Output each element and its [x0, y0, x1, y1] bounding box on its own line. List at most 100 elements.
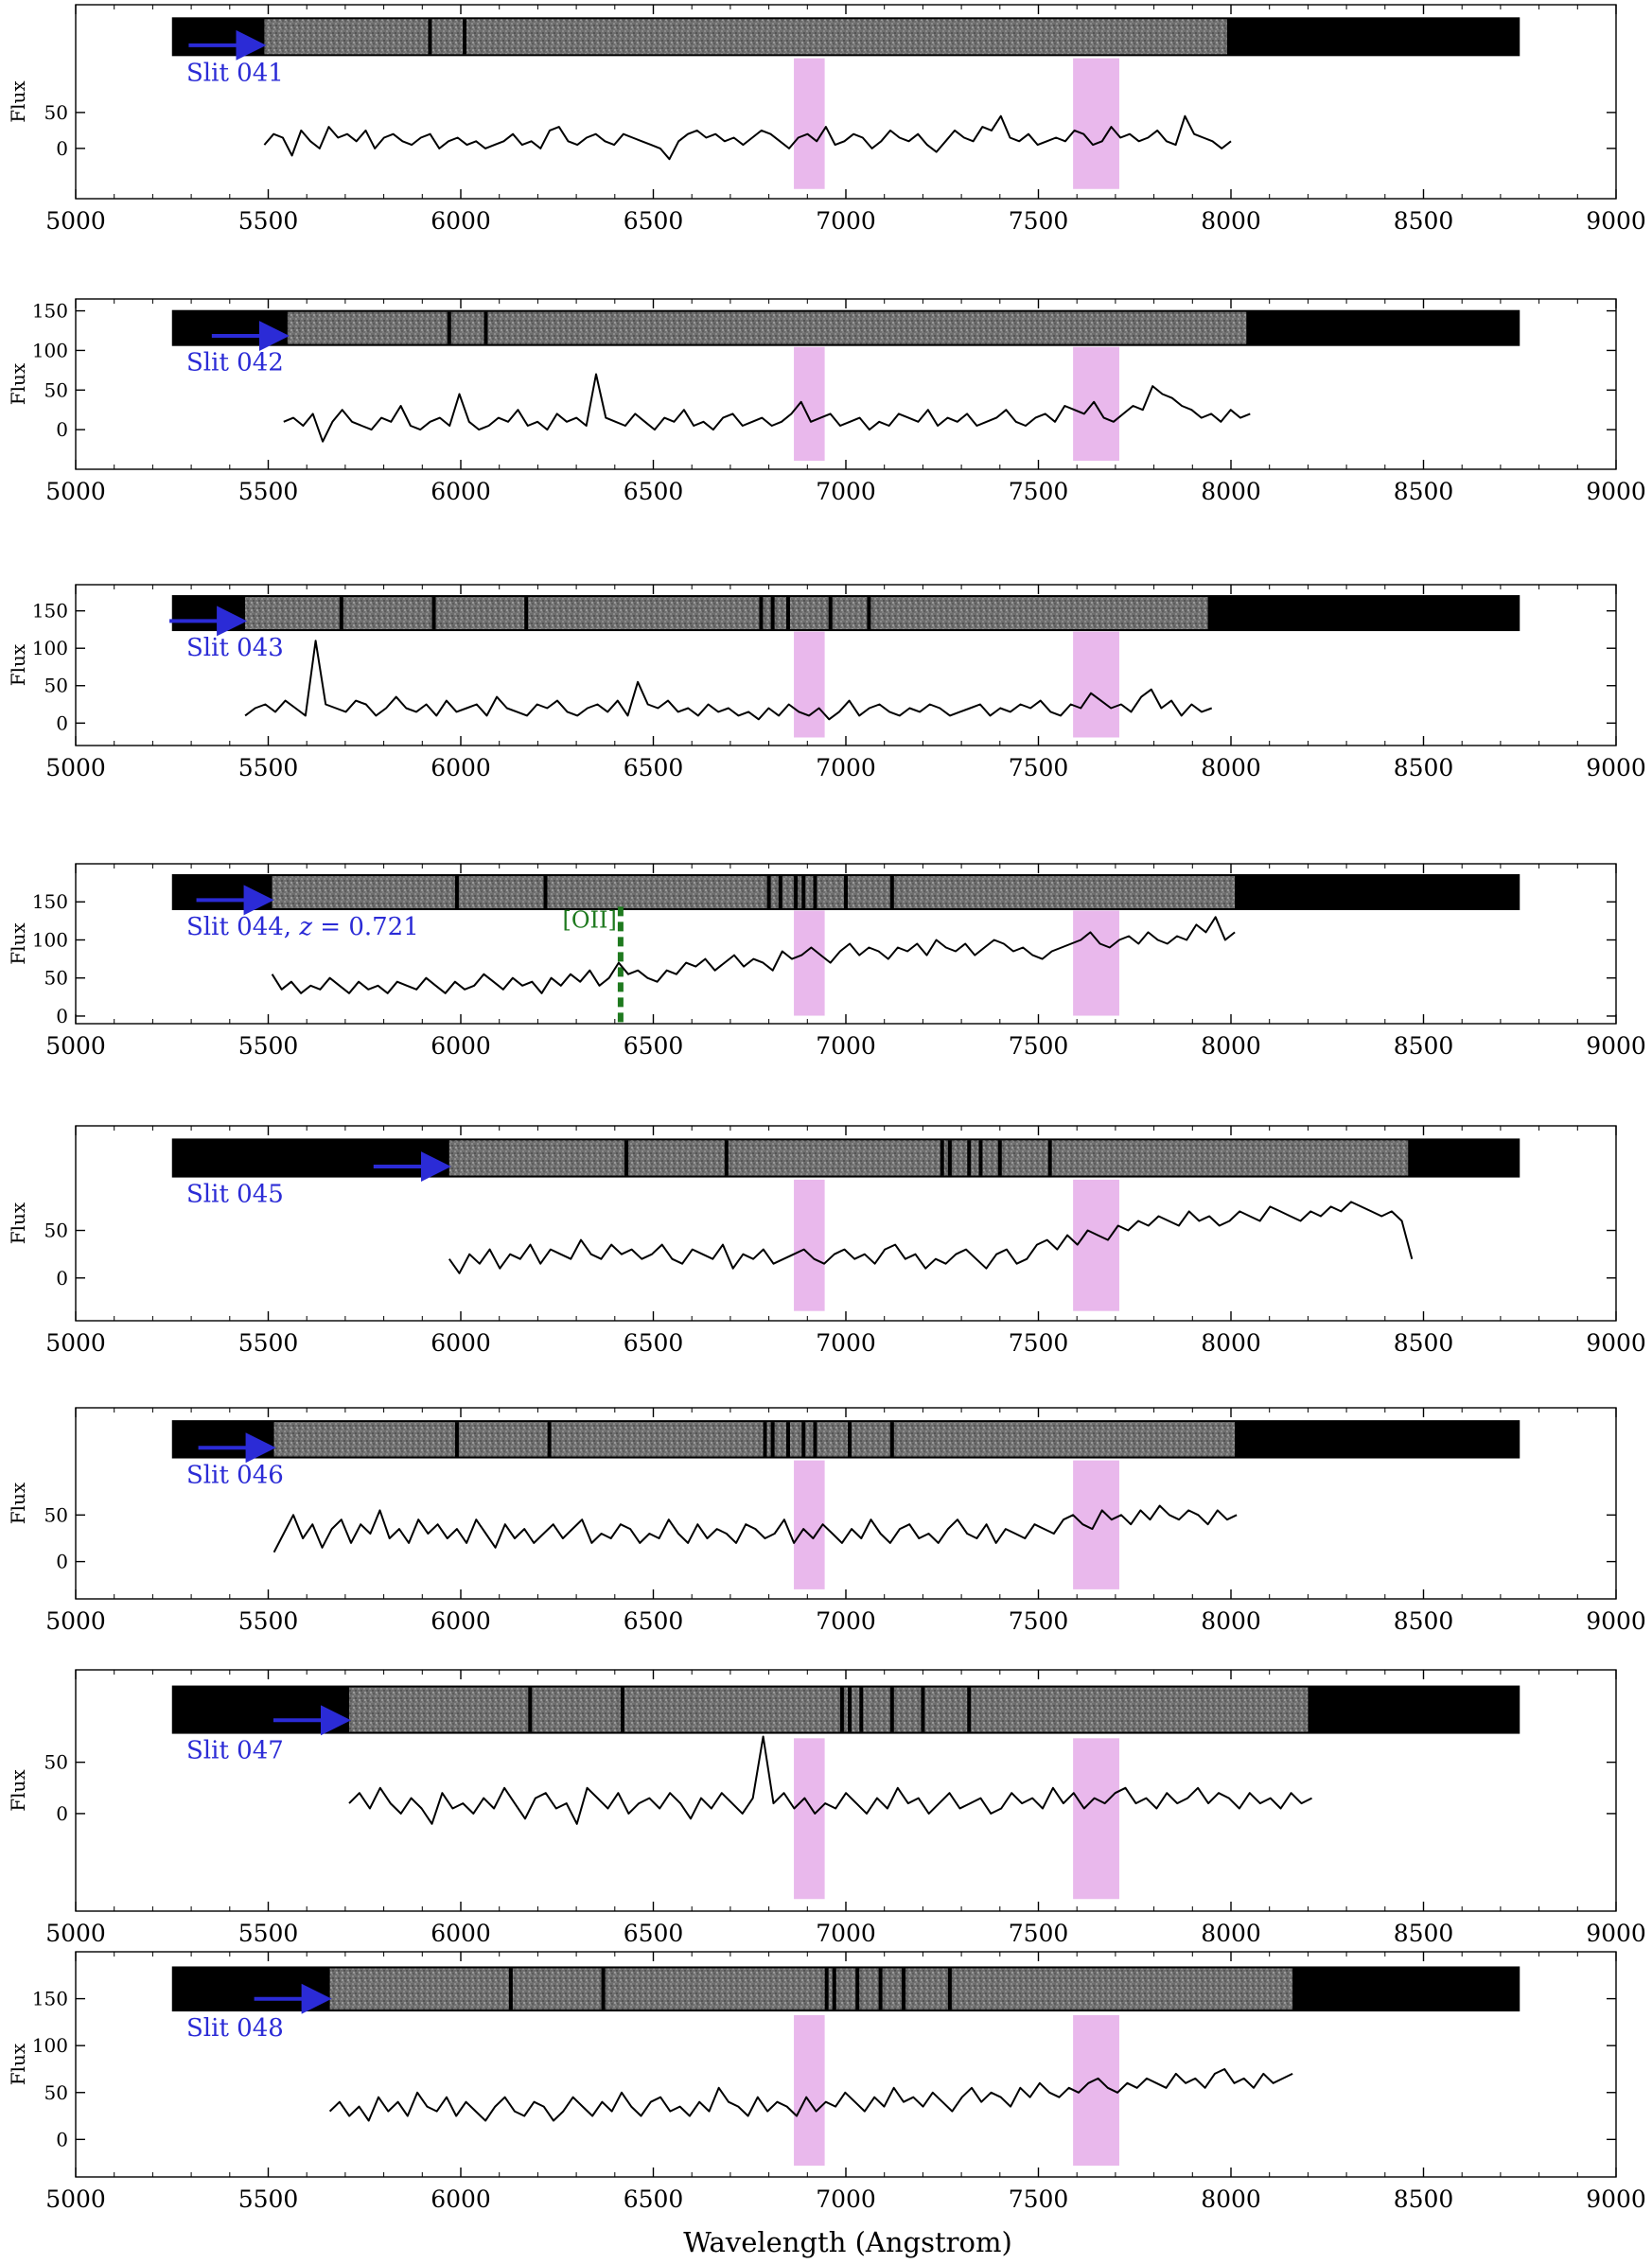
spectrum-image-strip — [329, 1968, 1293, 2010]
spectrum-image-gap — [801, 875, 806, 908]
slit-label-text: Slit 045 — [186, 1181, 284, 1209]
y-tick-label: 0 — [56, 137, 68, 160]
spectrum-image-gap — [339, 597, 343, 630]
spectrum-image-gap — [824, 1968, 829, 2010]
slit-label: Slit 046 — [186, 1462, 284, 1490]
x-tick-label: 8500 — [1394, 754, 1454, 781]
spectrum-image-gap — [813, 875, 817, 908]
spectrum-image-gap — [848, 1687, 852, 1732]
y-axis-title: Flux — [7, 1482, 29, 1524]
y-tick-label: 150 — [32, 600, 68, 623]
slit-label: Slit 045 — [186, 1181, 284, 1209]
x-tick-label: 7500 — [1009, 1607, 1069, 1635]
y-tick-label: 100 — [32, 339, 68, 361]
x-tick-label: 8000 — [1201, 207, 1261, 235]
x-tick-label: 5500 — [238, 478, 299, 505]
spectrum-image-gap — [889, 1422, 894, 1457]
x-tick-label: 6000 — [431, 1032, 491, 1060]
x-tick-label: 6500 — [624, 754, 684, 781]
spectrum-image-strip — [287, 311, 1247, 344]
spectrum-image-gap — [844, 875, 848, 908]
x-tick-label: 9000 — [1586, 1607, 1646, 1635]
spectrum-image-gap — [483, 311, 488, 344]
y-tick-label: 50 — [44, 378, 68, 401]
spectrum-image-gap — [759, 597, 764, 630]
spectrum-image-gap — [770, 597, 775, 630]
x-tick-label: 6500 — [624, 1032, 684, 1060]
x-tick-label: 5500 — [238, 1920, 299, 1947]
telluric-band-1 — [794, 1460, 825, 1589]
spectrum-image-gap — [801, 1422, 806, 1457]
x-tick-label: 6500 — [624, 1920, 684, 1947]
spectrum-image-gap — [878, 1968, 883, 2010]
x-tick-label: 9000 — [1586, 478, 1646, 505]
y-tick-label: 100 — [32, 637, 68, 659]
spectrum-image-gap — [889, 875, 894, 908]
slit-label-text: Slit 041 — [186, 59, 284, 87]
spectrum-image-strip — [348, 1687, 1309, 1732]
panel-slit-44: Slit 044, z = 0.721 [OII] 5000 5500 6000 6500… — [7, 863, 1646, 1060]
x-tick-label: 9000 — [1586, 1920, 1646, 1947]
x-tick-label: 5500 — [238, 207, 299, 235]
x-tick-label: 7500 — [1009, 1032, 1069, 1060]
spectrum-image-gap — [785, 1422, 790, 1457]
spectrum-image-gap — [947, 1968, 952, 2010]
spectrum-image-gap — [463, 19, 467, 55]
x-tick-label: 8000 — [1201, 754, 1261, 781]
telluric-band-2 — [1073, 1460, 1119, 1589]
spectrum-image-gap — [601, 1968, 606, 2010]
slit-label: Slit 041 — [186, 59, 284, 87]
y-tick-label: 0 — [56, 418, 68, 441]
x-tick-label: 9000 — [1586, 1032, 1646, 1060]
panel-slit-46: Slit 046 5000 5500 6000 6500 7000 7500 8000 8500… — [7, 1407, 1646, 1635]
x-tick-label: 5000 — [45, 478, 106, 505]
spectrum-image-gap — [978, 1140, 983, 1176]
spectrum-image-gap — [867, 597, 871, 630]
slit-label-text: Slit 042 — [186, 349, 284, 377]
y-tick-label: 0 — [56, 711, 68, 734]
panel-slit-41: Slit 041 5000 5500 6000 6500 7000 7500 8000 8500… — [7, 4, 1646, 235]
x-tick-label: 5000 — [45, 1920, 106, 1947]
x-tick-label: 5000 — [45, 1329, 106, 1357]
spectrum-image-gap — [855, 1968, 860, 2010]
x-tick-label: 8000 — [1201, 1607, 1261, 1635]
panel-slit-47: Slit 047 5000 5500 6000 6500 7000 7500 8000 8500… — [7, 1669, 1646, 1947]
y-tick-label: 50 — [44, 1503, 68, 1526]
y-axis-title: Flux — [7, 1202, 29, 1244]
x-tick-label: 7000 — [816, 1032, 876, 1060]
x-tick-label: 5000 — [45, 754, 106, 781]
x-tick-label: 6000 — [431, 1607, 491, 1635]
x-tick-label: 6500 — [624, 478, 684, 505]
x-tick-label: 8000 — [1201, 1329, 1261, 1357]
spectrum-image-gap — [763, 1422, 767, 1457]
y-tick-label: 100 — [32, 2034, 68, 2057]
y-axis-title: Flux — [7, 80, 29, 123]
spectrum-image-gap — [428, 19, 432, 55]
x-tick-label: 5500 — [238, 2185, 299, 2213]
spectrum-line — [283, 373, 1251, 443]
x-tick-label: 6000 — [431, 2185, 491, 2213]
y-tick-label: 150 — [32, 1988, 68, 2010]
spectrum-image-gap — [839, 1687, 844, 1732]
spectrum-image-strip — [272, 875, 1236, 908]
telluric-band-1 — [794, 58, 825, 189]
x-tick-label: 7000 — [816, 207, 876, 235]
spectrum-image-gap — [528, 1687, 533, 1732]
slit-label-text: Slit 048 — [186, 2014, 284, 2043]
x-tick-label: 7500 — [1009, 1920, 1069, 1947]
x-tick-label: 6500 — [624, 1329, 684, 1357]
spectrum-line — [263, 114, 1232, 161]
spectrum-image-gap — [778, 875, 782, 908]
spectrum-line — [348, 1735, 1312, 1825]
x-tick-label: 7500 — [1009, 754, 1069, 781]
y-tick-label: 50 — [44, 101, 68, 124]
spectrum-image-gap — [724, 1140, 729, 1176]
panel-slit-48: Slit 048 5000 5500 6000 6500 7000 7500 8000 8500… — [7, 1951, 1646, 2213]
spectrum-image-gap — [524, 597, 529, 630]
spectrum-line — [272, 1504, 1238, 1553]
spectrum-image-gap — [454, 1422, 459, 1457]
x-tick-label: 5000 — [45, 207, 106, 235]
x-tick-label: 7500 — [1009, 2185, 1069, 2213]
